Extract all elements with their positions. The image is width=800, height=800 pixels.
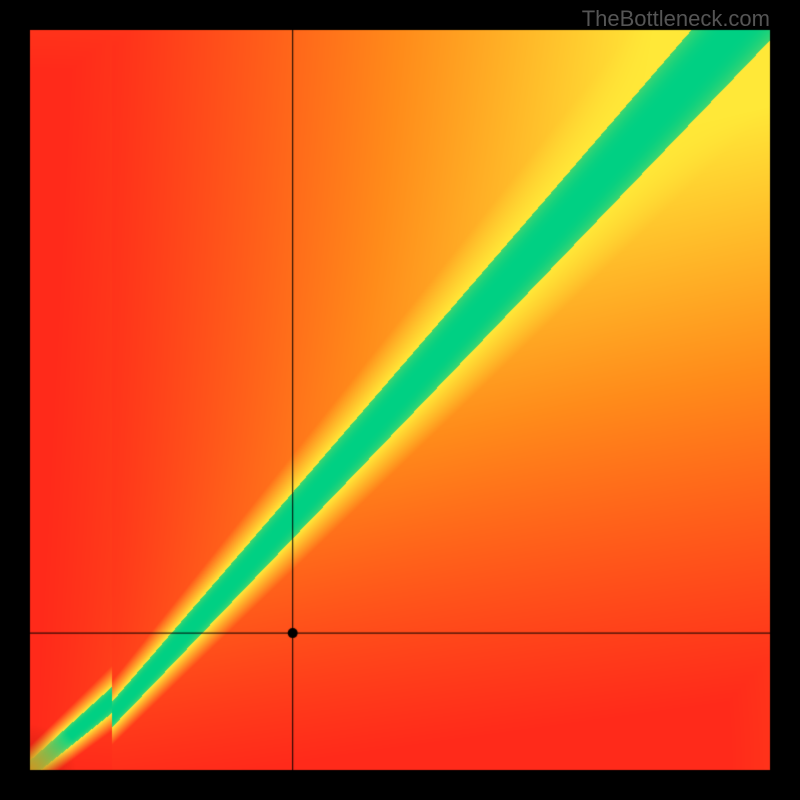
bottleneck-heatmap — [0, 0, 800, 800]
chart-container: TheBottleneck.com — [0, 0, 800, 800]
watermark-label: TheBottleneck.com — [582, 6, 770, 32]
